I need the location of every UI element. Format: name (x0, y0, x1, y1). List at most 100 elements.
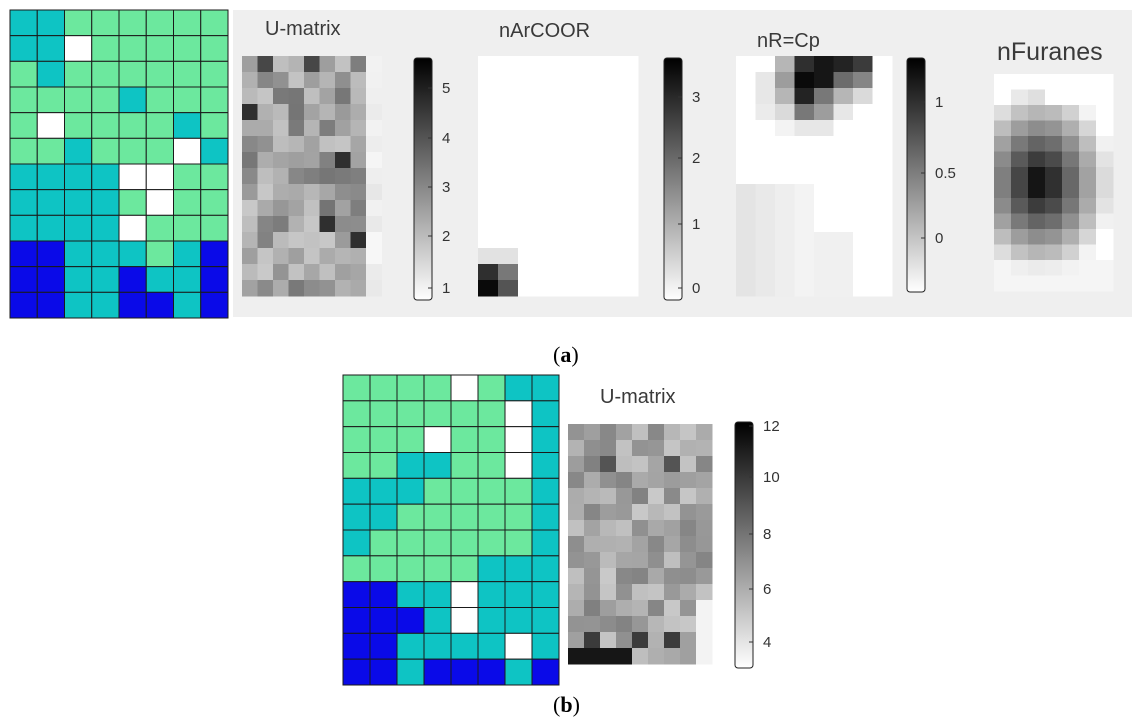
nfuranes-cell (1062, 213, 1080, 230)
nrcp-cell (853, 136, 873, 153)
umatrix-cell (680, 488, 697, 505)
nrcp-cell (853, 56, 873, 73)
umatrix-cell (366, 88, 382, 105)
umatrix-cell (242, 136, 258, 153)
umatrix-cell (273, 200, 289, 217)
narcoor-cell (498, 248, 519, 265)
narcoor-cell (478, 248, 499, 265)
nrcp-cell (736, 216, 756, 233)
umatrix-cell (584, 568, 601, 585)
caption-a-label: a (560, 342, 572, 367)
narcoor-cell (558, 232, 579, 249)
narcoor-cell (618, 248, 639, 265)
umatrix-cell (242, 152, 258, 169)
som-cell (423, 632, 452, 660)
colorbar-tick-label: 2 (442, 228, 450, 245)
nfuranes-cell (994, 244, 1012, 261)
umatrix-cell (632, 600, 649, 617)
nfuranes-cell (994, 151, 1012, 168)
nrcp-cell (872, 104, 893, 121)
som-cell (369, 529, 398, 557)
nrcp-cell (794, 200, 815, 217)
som-cell (531, 581, 560, 609)
umatrix-cell (600, 552, 617, 569)
umatrix-cell (304, 88, 320, 105)
nrcp-title: nR=Cp (757, 30, 820, 52)
nfuranes-cell (994, 198, 1012, 214)
nrcp-cell (833, 136, 854, 153)
nrcp-cell (775, 216, 795, 233)
nrcp-cell (814, 168, 834, 185)
som-cell (36, 35, 65, 62)
nfuranes-cell (1011, 89, 1029, 106)
umatrix-cell (350, 232, 367, 249)
nfuranes-cell (1028, 198, 1046, 214)
nrcp-cell (794, 136, 815, 153)
umatrix-colorbar-a (413, 57, 433, 301)
umatrix-cell (288, 104, 305, 121)
umatrix-cell (273, 248, 289, 265)
narcoor-cell (478, 88, 499, 105)
nrcp-cell (853, 120, 873, 137)
umatrix-cell (632, 440, 649, 457)
nrcp-cell (872, 264, 893, 281)
narcoor-cell (578, 56, 599, 73)
nrcp-cell (794, 152, 815, 169)
umatrix-cell (664, 568, 681, 585)
nrcp-cell (794, 184, 815, 201)
umatrix-cell (664, 472, 681, 489)
nrcp-cell (736, 120, 756, 137)
umatrix-cell (288, 168, 305, 185)
nfuranes-cell (994, 182, 1012, 199)
nrcp-cell (775, 120, 795, 137)
som-cell (200, 163, 229, 191)
som-cell (118, 112, 147, 139)
nrcp-cell (775, 56, 795, 73)
narcoor-cell (538, 280, 559, 297)
umatrix-cell (273, 104, 289, 121)
narcoor-cell (478, 200, 499, 217)
nfuranes-cell (994, 260, 1012, 276)
umatrix-cell (366, 184, 382, 201)
nfuranes-cell (1045, 244, 1063, 261)
nfuranes-cell (1028, 151, 1046, 168)
som-cell (504, 607, 533, 634)
narcoor-cell (558, 136, 579, 153)
umatrix-cell (680, 568, 697, 585)
narcoor-cell (598, 88, 619, 105)
narcoor-cell (538, 248, 559, 265)
nfuranes-cell (1045, 136, 1063, 152)
nfuranes-cell (1096, 151, 1114, 168)
som-cell (342, 607, 371, 634)
narcoor-cell (618, 104, 639, 121)
narcoor-cell (478, 120, 499, 137)
umatrix-cell (616, 600, 633, 617)
umatrix-cell (632, 584, 649, 601)
nfuranes-cell (1096, 105, 1114, 121)
umatrix-cell (568, 520, 585, 537)
nrcp-cell (736, 168, 756, 185)
narcoor-cell (478, 216, 499, 233)
narcoor-cell (618, 200, 639, 217)
nfuranes-cell (1028, 74, 1046, 90)
umatrix-cell (288, 280, 305, 297)
umatrix-cell (632, 616, 649, 633)
narcoor-cell (538, 152, 559, 169)
nfuranes-cell (1096, 182, 1114, 199)
narcoor-cell (578, 104, 599, 121)
umatrix-cell (366, 200, 382, 217)
umatrix-cell (366, 216, 382, 233)
umatrix-cell (680, 584, 697, 601)
umatrix-cell (319, 136, 336, 153)
umatrix-cell (696, 616, 713, 633)
nrcp-cell (755, 184, 776, 201)
umatrix-cell (680, 424, 697, 441)
umatrix-cell (632, 648, 649, 665)
umatrix-cell (257, 136, 274, 153)
nrcp-cell (736, 248, 756, 265)
som-cell (200, 291, 229, 319)
narcoor-cell (518, 72, 539, 89)
nrcp-cell (755, 200, 776, 217)
som-cell (118, 60, 147, 88)
nrcp-cell (853, 280, 873, 297)
